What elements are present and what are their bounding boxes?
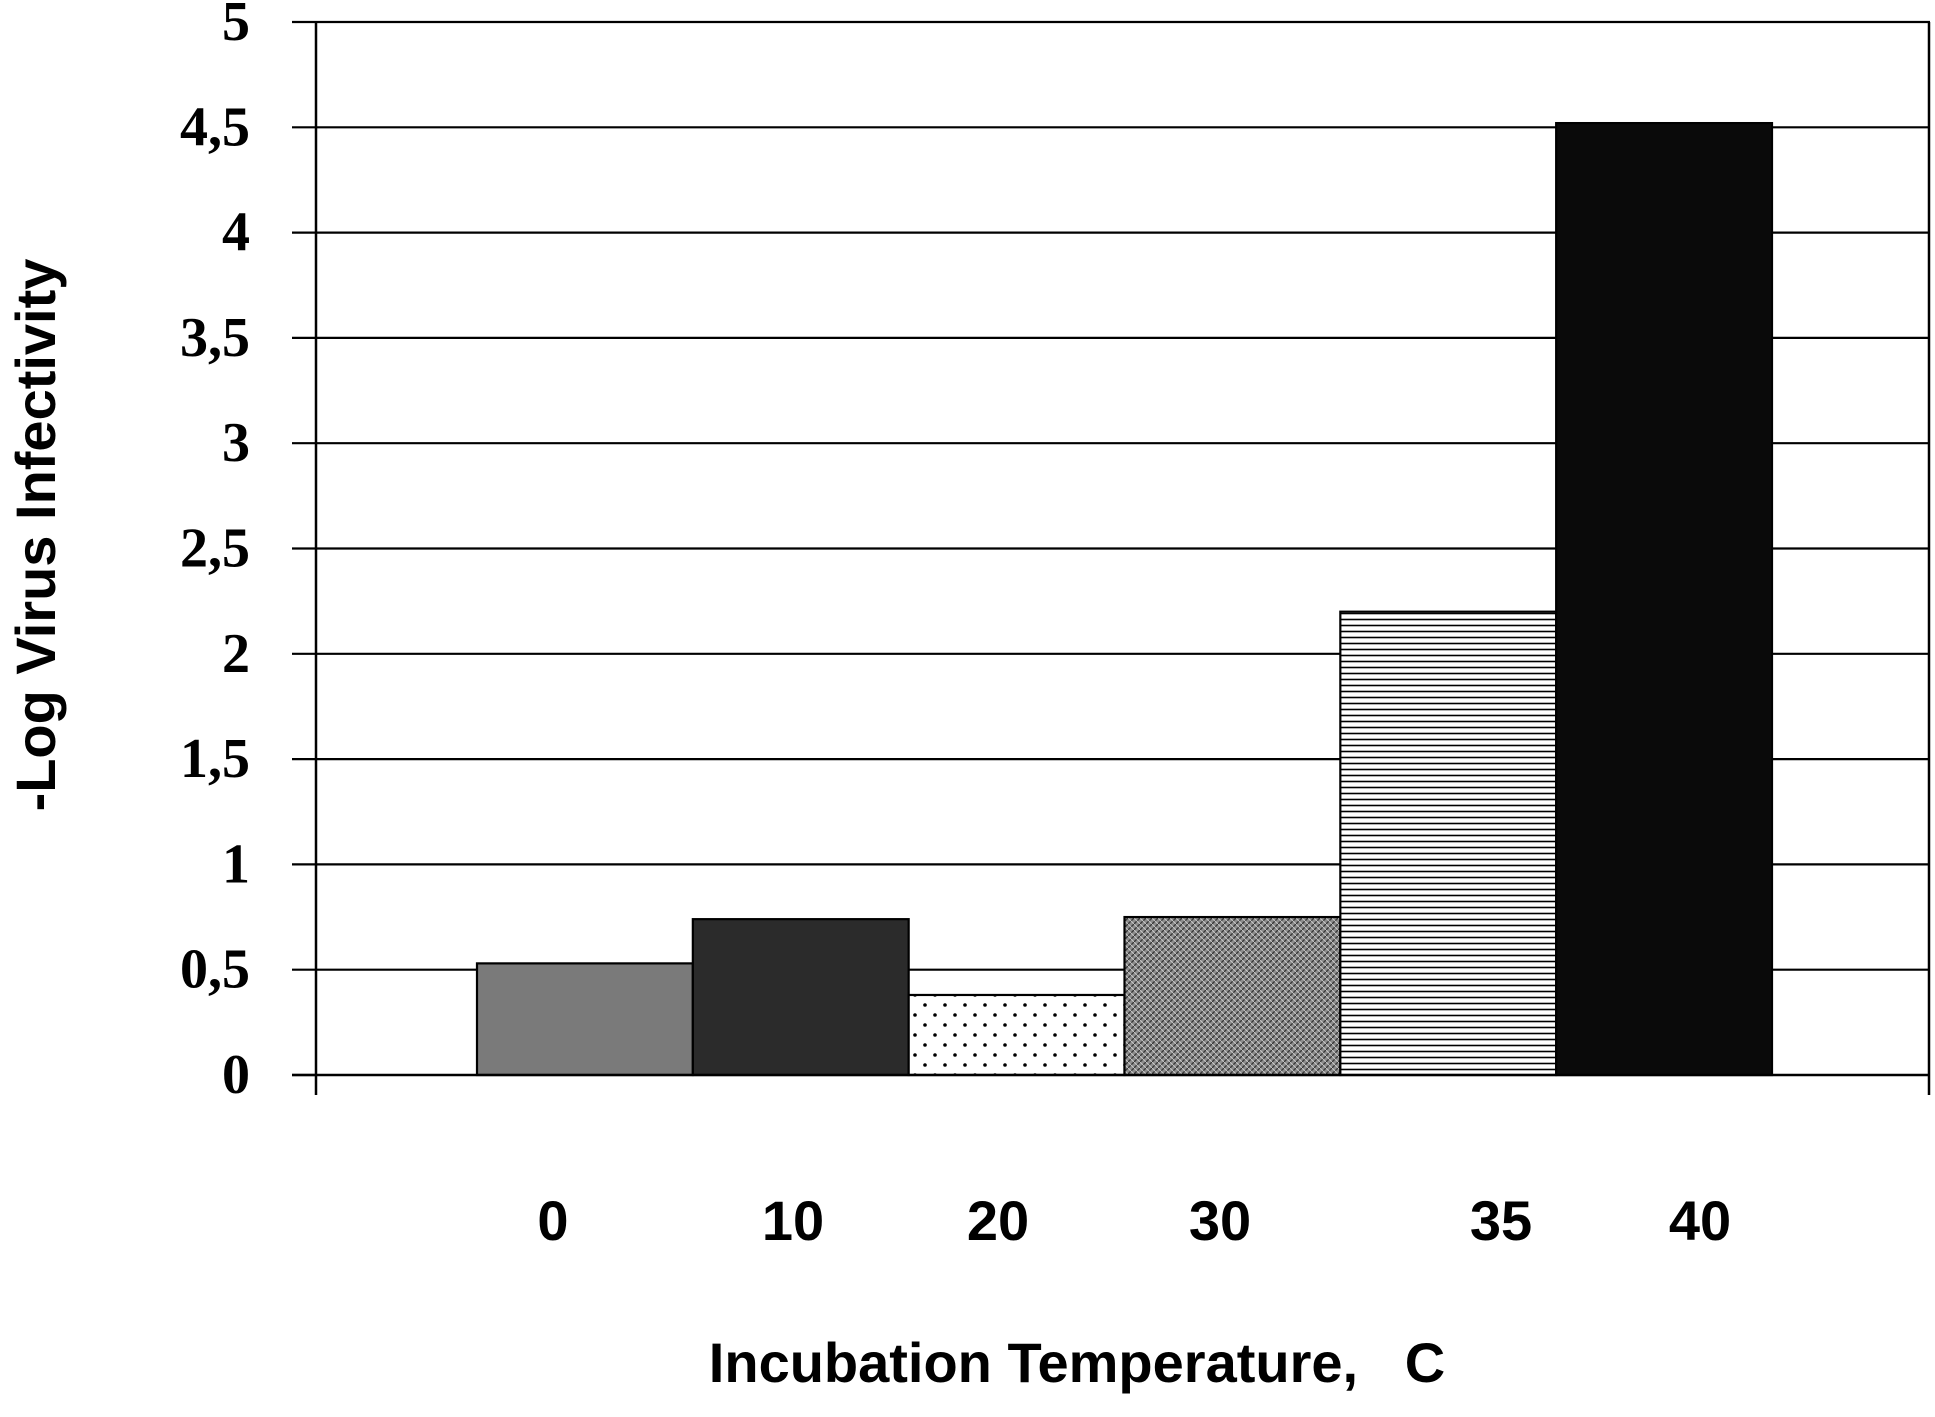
y-tick-label: 1 (222, 833, 250, 895)
y-axis-title: -Log Virus Infectivity (4, 259, 67, 812)
bar-0 (475, 962, 694, 1077)
x-tick-label: 40 (1669, 1189, 1731, 1252)
y-tick-label: 0,5 (180, 939, 250, 1001)
y-tick-label: 5 (222, 0, 250, 53)
y-tick-label: 2,5 (180, 518, 250, 580)
x-axis-title: Incubation Temperature, C (709, 1331, 1445, 1394)
bar-40 (1555, 121, 1774, 1077)
x-tick-label: 10 (762, 1189, 824, 1252)
bar-10 (691, 918, 910, 1077)
y-tick-label: 3,5 (180, 307, 250, 369)
bar-35 (1339, 610, 1558, 1077)
bar-20 (907, 993, 1126, 1077)
x-tick-label: 30 (1189, 1189, 1251, 1252)
bars (475, 121, 1774, 1077)
y-tick-label: 4 (222, 202, 250, 264)
y-tick-label: 0 (222, 1044, 250, 1106)
x-tick-label: 35 (1470, 1189, 1532, 1252)
bar-30 (1123, 915, 1342, 1077)
axes (292, 20, 1931, 1095)
y-tick-label: 1,5 (180, 728, 250, 790)
y-tick-label: 4,5 (180, 96, 250, 158)
x-tick-label: 20 (967, 1189, 1029, 1252)
gridlines (316, 20, 1930, 971)
x-tick-label: 0 (537, 1189, 568, 1252)
tick-labels: 0 0,5 1 1,5 2 2,5 3 3,5 4 4,5 5 0 10 20 30 35 40 (180, 0, 1731, 1252)
y-tick-label: 3 (222, 412, 250, 474)
y-tick-label: 2 (222, 623, 250, 685)
